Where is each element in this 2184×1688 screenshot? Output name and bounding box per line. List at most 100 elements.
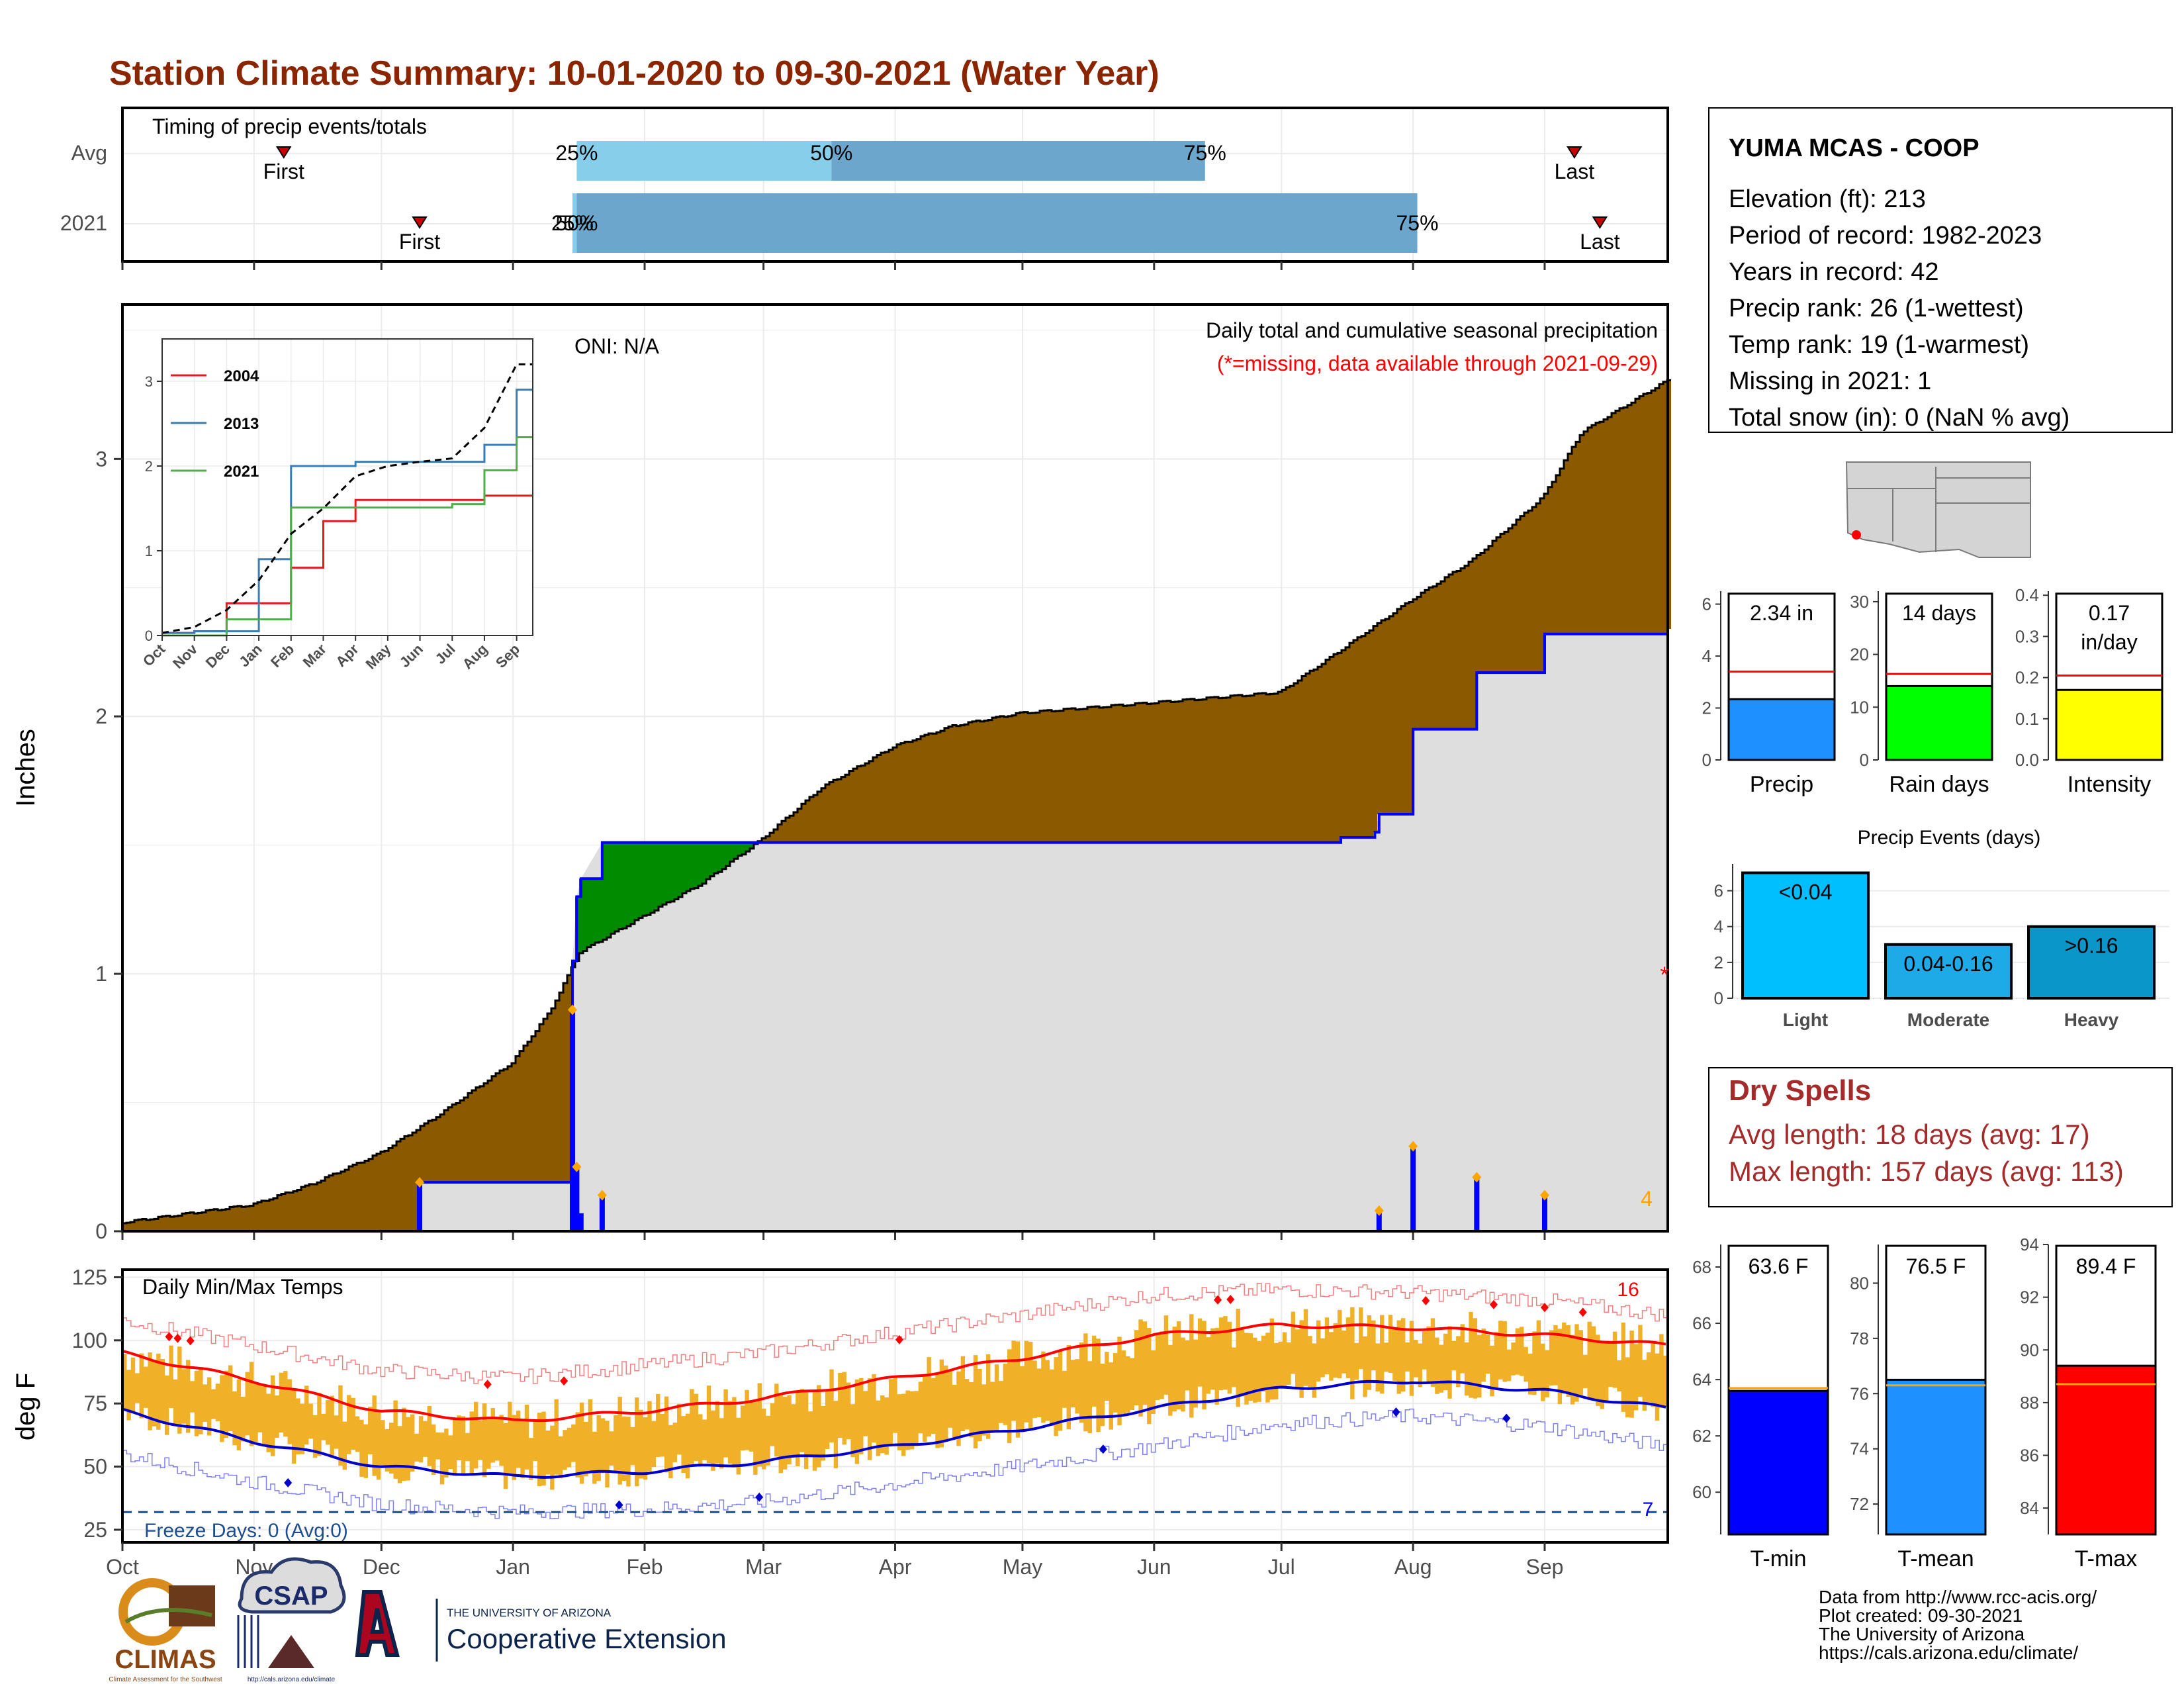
events-ytick-label: 2	[1714, 953, 1723, 972]
events-category-label: Heavy	[2064, 1009, 2119, 1030]
temp-stat-charts: 60 62 64 66 68 63.6 F T-min 72 74 76 78 80 76.5 F T-m…	[1692, 1235, 2157, 1571]
timing-row-avg: Avg	[71, 141, 107, 165]
month-axis-label: Dec	[363, 1555, 400, 1579]
stat-ytick-label: 0	[1702, 750, 1711, 770]
month-axis-label: Oct	[106, 1555, 139, 1579]
daily-temp-range-bars	[122, 1307, 1668, 1490]
stat-ytick-label: 2	[1702, 698, 1711, 718]
temp-bars	[122, 1307, 1668, 1490]
month-axis-label: Mar	[745, 1555, 782, 1579]
stat-name-label: Precip	[1750, 772, 1813, 797]
stat-chart-intensity: 0.0 0.1 0.2 0.3 0.4 0.17 in/day Intensity	[2015, 585, 2163, 797]
footer-line-3: The University of Arizona	[1819, 1624, 2025, 1644]
record-high-marker	[173, 1333, 182, 1343]
stat-ytick-label: 74	[1850, 1439, 1869, 1459]
footer-line-1: Data from http://www.rcc-acis.org/	[1819, 1587, 2097, 1607]
station-lines: Elevation (ft): 213 Period of record: 198…	[1729, 185, 2070, 432]
daily-precip-marker	[567, 1004, 577, 1015]
stat-unit-label: in/day	[2081, 630, 2137, 654]
record-high-marker	[1489, 1299, 1498, 1309]
timing-2021-bar-50-75	[576, 193, 1418, 253]
stat-chart-t-max: 84 86 88 90 92 94 89.4 F T-max	[2020, 1235, 2157, 1571]
temp-ylabel: deg F	[11, 1373, 40, 1440]
oni-label: ONI: N/A	[574, 334, 660, 358]
record-high-count: 16	[1617, 1279, 1639, 1301]
station-box: YUMA MCAS - COOP Elevation (ft): 213 Peri…	[1708, 107, 2173, 433]
stat-ytick-label: 66	[1692, 1313, 1711, 1333]
inset-ytick-label: 2	[145, 458, 153, 475]
stat-value-label: 89.4 F	[2076, 1254, 2136, 1278]
precip-deficit-area	[122, 380, 1671, 1232]
month-axis-label: Feb	[626, 1555, 662, 1579]
climas-logo: CLIMAS Climate Assessment for the Southw…	[109, 1578, 222, 1683]
timing-marker-label: First	[263, 160, 304, 183]
stat-ytick-label: 0	[1860, 750, 1869, 770]
record-high-marker	[1422, 1295, 1430, 1305]
inset-frame	[161, 338, 533, 636]
precip-ytick-label: 2	[95, 704, 107, 728]
record-high-marker	[1540, 1303, 1549, 1313]
temp-ytick-label: 125	[72, 1265, 107, 1289]
events-category-label: Moderate	[1907, 1009, 1989, 1030]
timing-percent-label: 75%	[1396, 211, 1439, 235]
stat-ytick-label: 86	[2020, 1446, 2039, 1466]
timing-title: Timing of precip events/totals	[152, 115, 427, 138]
timing-2021-bar-25-50	[572, 193, 577, 253]
timing-percent-label: 50%	[810, 141, 852, 165]
stat-ytick-label: 10	[1850, 697, 1869, 717]
stat-ytick-label: 64	[1692, 1370, 1711, 1389]
inset-series-line	[161, 363, 533, 634]
station-info-line: Elevation (ft): 213	[1729, 185, 1926, 213]
events-bar-label: 0.04-0.16	[1903, 952, 1993, 976]
record-low-marker	[1392, 1407, 1400, 1417]
stat-ytick-label: 60	[1692, 1482, 1711, 1502]
stat-ytick-label: 80	[1850, 1273, 1869, 1293]
month-axis-label: Jan	[496, 1555, 530, 1579]
stat-ytick-label: 90	[2020, 1340, 2039, 1360]
page-title: Station Climate Summary: 10-01-2020 to 0…	[109, 54, 1160, 93]
month-axis-label: Sep	[1526, 1555, 1564, 1579]
daily-precip-marker	[1472, 1172, 1482, 1183]
timing-marker-label: First	[399, 230, 440, 254]
precip-ytick-label: 0	[95, 1219, 107, 1243]
events-category-label: Light	[1783, 1009, 1828, 1030]
stat-ytick-label: 78	[1850, 1329, 1869, 1348]
precip-stat-charts: 0 2 4 6 2.34 in Precip 0 10 20 30 14 days Rain days…	[1702, 585, 2163, 797]
arizona-a-icon	[355, 1590, 400, 1657]
inset-legend-label: 2004	[224, 367, 259, 385]
temp-ytick-label: 100	[72, 1329, 107, 1352]
month-axis: Oct Nov Dec Jan Feb Mar Apr May Jun Jul Aug Sep	[106, 1542, 1563, 1579]
record-low-marker	[1099, 1444, 1107, 1454]
stat-chart-t-min: 60 62 64 66 68 63.6 F T-min	[1692, 1244, 1829, 1571]
stat-value-label: 2.34 in	[1750, 601, 1813, 625]
record-low-marker	[755, 1492, 764, 1502]
record-high-marker	[1578, 1307, 1587, 1317]
month-axis-label: May	[1003, 1555, 1042, 1579]
precip-surplus-area	[571, 842, 758, 968]
daily-precip-marker	[1408, 1141, 1418, 1152]
climas-logo-subtext: Climate Assessment for the Southwest	[109, 1676, 222, 1683]
inset-ytick-label: 0	[145, 628, 153, 644]
temp-ytick-label: 25	[83, 1518, 107, 1542]
inset-ytick-label: 3	[145, 373, 153, 390]
precip-average-line	[122, 379, 1671, 1225]
csap-logo-text: CSAP	[254, 1581, 328, 1611]
stat-chart-t-mean: 72 74 76 78 80 76.5 F T-mean	[1850, 1244, 1987, 1571]
inset-lines	[161, 363, 533, 637]
record-max-line	[122, 1283, 1668, 1384]
record-high-marker	[483, 1380, 492, 1389]
dry-spells-avg: Avg length: 18 days (avg: 17)	[1729, 1119, 2090, 1150]
stat-ytick-label: 4	[1702, 646, 1711, 666]
record-high-marker	[895, 1335, 903, 1344]
stat-ytick-label: 94	[2020, 1235, 2039, 1254]
precip-ytick-label: 3	[95, 447, 107, 471]
station-frame	[1708, 107, 2173, 433]
daily-precip-bar	[417, 1182, 423, 1231]
timing-marker-icon	[1592, 216, 1608, 229]
location-map	[1845, 460, 2031, 566]
record-high-marker	[186, 1336, 195, 1346]
daily-precip-marker	[1539, 1190, 1549, 1201]
ua-extension-text: Cooperative Extension	[447, 1623, 727, 1654]
events-ytick-label: 0	[1714, 988, 1723, 1008]
